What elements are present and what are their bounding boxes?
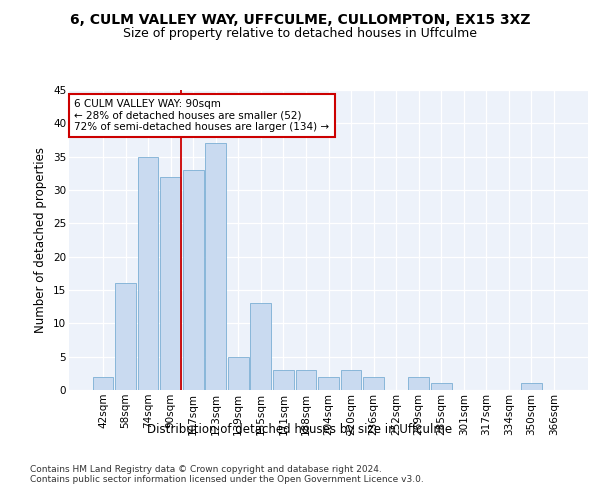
Bar	[318, 376, 339, 390]
Bar	[296, 370, 316, 390]
Bar	[409, 376, 429, 390]
Bar	[228, 356, 248, 390]
Bar	[363, 376, 384, 390]
Bar	[137, 156, 158, 390]
Bar	[92, 376, 113, 390]
Text: Distribution of detached houses by size in Uffculme: Distribution of detached houses by size …	[148, 422, 452, 436]
Text: 6, CULM VALLEY WAY, UFFCULME, CULLOMPTON, EX15 3XZ: 6, CULM VALLEY WAY, UFFCULME, CULLOMPTON…	[70, 12, 530, 26]
Bar	[250, 304, 271, 390]
Text: Size of property relative to detached houses in Uffculme: Size of property relative to detached ho…	[123, 28, 477, 40]
Text: Contains HM Land Registry data © Crown copyright and database right 2024.
Contai: Contains HM Land Registry data © Crown c…	[30, 465, 424, 484]
Bar	[160, 176, 181, 390]
Bar	[183, 170, 203, 390]
Bar	[521, 384, 542, 390]
Y-axis label: Number of detached properties: Number of detached properties	[34, 147, 47, 333]
Bar	[115, 284, 136, 390]
Text: 6 CULM VALLEY WAY: 90sqm
← 28% of detached houses are smaller (52)
72% of semi-d: 6 CULM VALLEY WAY: 90sqm ← 28% of detach…	[74, 99, 329, 132]
Bar	[341, 370, 361, 390]
Bar	[205, 144, 226, 390]
Bar	[273, 370, 294, 390]
Bar	[431, 384, 452, 390]
